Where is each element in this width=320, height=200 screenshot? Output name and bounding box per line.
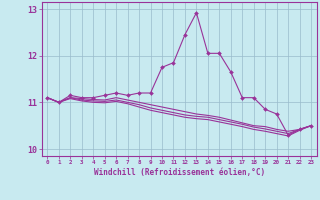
X-axis label: Windchill (Refroidissement éolien,°C): Windchill (Refroidissement éolien,°C) <box>94 168 265 177</box>
